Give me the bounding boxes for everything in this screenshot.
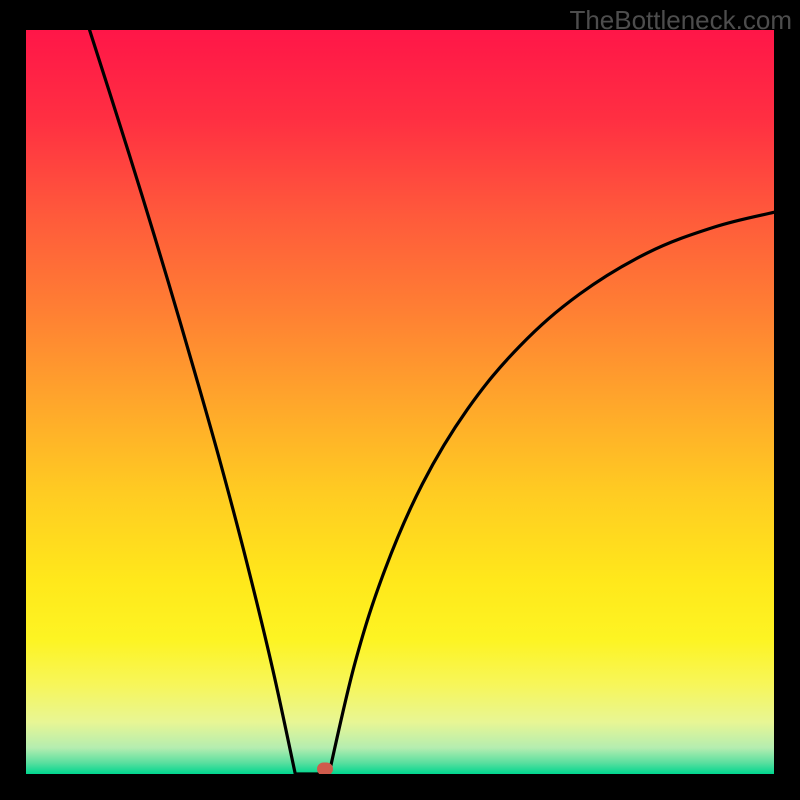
v-curve-path <box>90 30 774 774</box>
plot-frame <box>0 774 800 800</box>
bottleneck-curve <box>26 30 774 774</box>
plot-frame <box>0 0 26 800</box>
plot-frame <box>774 0 800 800</box>
watermark-text: TheBottleneck.com <box>569 5 792 36</box>
plot-area <box>26 30 774 774</box>
